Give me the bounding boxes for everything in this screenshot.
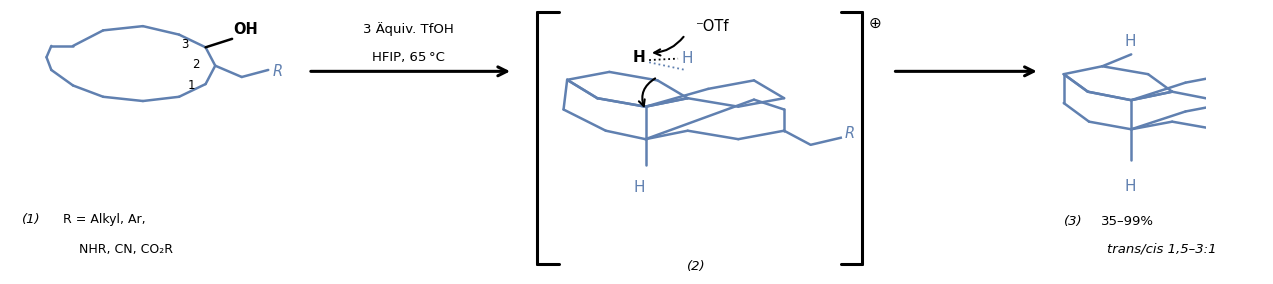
- Text: OH: OH: [233, 22, 258, 37]
- Text: (1): (1): [23, 213, 41, 226]
- Text: 35–99%: 35–99%: [1101, 215, 1155, 228]
- FancyArrowPatch shape: [639, 78, 656, 106]
- Text: R: R: [844, 126, 854, 141]
- FancyArrowPatch shape: [654, 37, 684, 55]
- Text: 2: 2: [192, 58, 200, 71]
- Text: 1: 1: [187, 79, 195, 92]
- Text: ⊕: ⊕: [868, 16, 881, 31]
- Text: R = Alkyl, Ar,: R = Alkyl, Ar,: [64, 213, 146, 226]
- Text: H: H: [1124, 179, 1136, 194]
- Text: H: H: [634, 180, 645, 195]
- Text: trans/cis 1,5–3:1: trans/cis 1,5–3:1: [1108, 243, 1217, 256]
- Text: R: R: [274, 64, 283, 80]
- Text: H: H: [1124, 34, 1136, 49]
- Text: 3 Äquiv. TfOH: 3 Äquiv. TfOH: [363, 22, 453, 36]
- Text: (3): (3): [1064, 215, 1082, 228]
- Text: ⁻OTf: ⁻OTf: [695, 19, 728, 34]
- Text: NHR, CN, CO₂R: NHR, CN, CO₂R: [64, 243, 173, 256]
- Text: H: H: [633, 50, 645, 65]
- Text: H: H: [682, 51, 694, 66]
- Text: HFIP, 65 °C: HFIP, 65 °C: [372, 51, 444, 64]
- Text: 3: 3: [182, 38, 188, 51]
- Text: (2): (2): [687, 260, 705, 273]
